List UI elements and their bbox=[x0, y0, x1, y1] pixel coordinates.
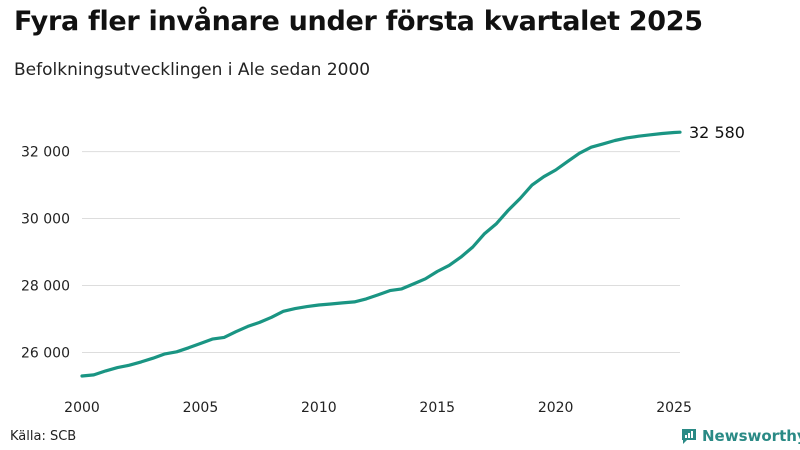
series-layer bbox=[80, 130, 682, 378]
brand-name: Newsworthy bbox=[702, 427, 800, 445]
x-tick-label: 2025 bbox=[656, 400, 692, 416]
brand-logo: Newsworthy bbox=[680, 427, 800, 445]
x-tick-label: 2010 bbox=[301, 400, 337, 416]
x-tick-label: 2020 bbox=[538, 400, 574, 416]
y-tick-label: 28 000 bbox=[21, 279, 70, 295]
y-tick-label: 32 000 bbox=[21, 145, 70, 161]
x-axis-tick-labels: 2000 2005 2010 2015 2020 2025 bbox=[64, 400, 692, 416]
bar-chart-speech-bubble-icon bbox=[682, 429, 696, 444]
x-tick-label: 2005 bbox=[183, 400, 219, 416]
x-tick-label: 2015 bbox=[419, 400, 455, 416]
source-note: Källa: SCB bbox=[10, 429, 77, 444]
grid-lines bbox=[82, 151, 680, 354]
y-axis-tick-labels: 26 000 28 000 30 000 32 000 bbox=[21, 145, 70, 362]
chart-subtitle: Befolkningsutvecklingen i Ale sedan 2000 bbox=[14, 60, 371, 80]
end-label-layer: 32 580 bbox=[689, 123, 745, 142]
series-line bbox=[80, 130, 682, 378]
end-value-label: 32 580 bbox=[689, 123, 745, 142]
chart-title: Fyra fler invånare under första kvartale… bbox=[14, 6, 703, 37]
x-tick-label: 2000 bbox=[64, 400, 100, 416]
y-tick-label: 26 000 bbox=[21, 346, 70, 362]
y-tick-label: 30 000 bbox=[21, 212, 70, 228]
